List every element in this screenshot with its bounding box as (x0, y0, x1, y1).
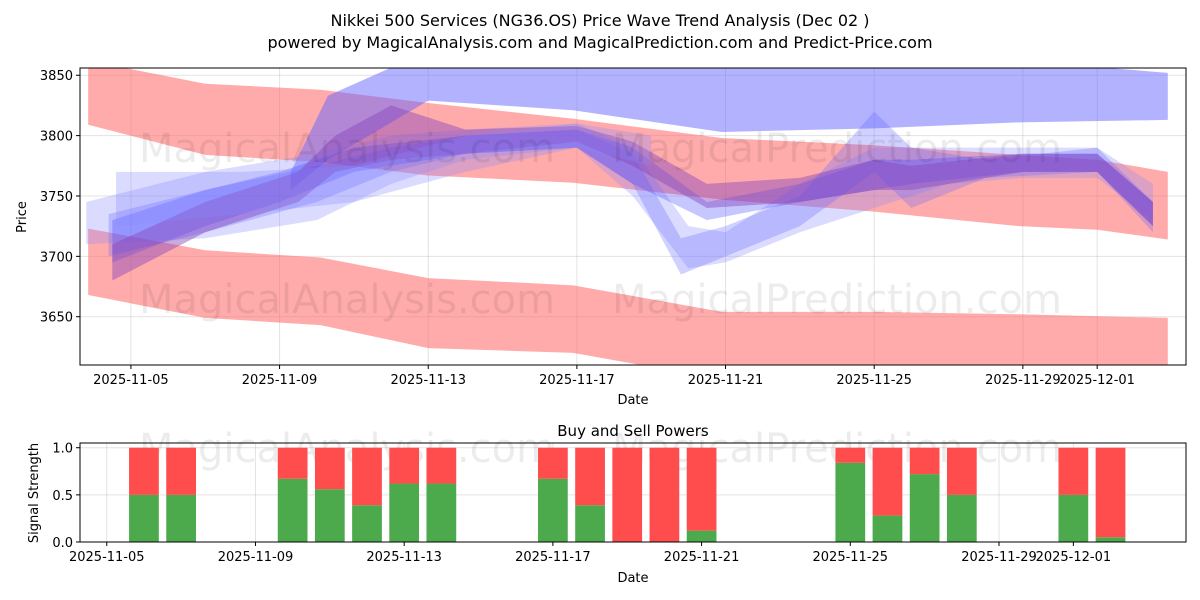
buy-bar (277, 478, 308, 542)
sell-bar (389, 447, 420, 484)
sell-bar (946, 447, 977, 495)
x-tick-label: 2025-11-09 (218, 550, 294, 565)
signal-title: Buy and Sell Powers (557, 422, 709, 440)
band-blue-upper (290, 68, 1168, 190)
signal-xlabel: Date (617, 571, 648, 586)
x-tick-label: 2025-12-01 (1059, 373, 1135, 388)
signal-chart: Buy and Sell Powers MagicalAnalysis.com … (27, 422, 1187, 586)
sell-bar (538, 447, 568, 479)
buy-bar (872, 515, 903, 542)
buy-bar (686, 530, 717, 542)
watermark: MagicalPrediction.com (612, 277, 1062, 323)
sell-bar (835, 447, 866, 463)
x-tick-label: 2025-11-29 (985, 373, 1061, 388)
sell-bar (649, 447, 680, 542)
watermark: MagicalAnalysis.com (139, 126, 555, 172)
sell-bar (612, 447, 643, 542)
sell-bar (166, 447, 196, 495)
x-tick-label: 2025-11-17 (539, 373, 615, 388)
sell-bar (1058, 447, 1089, 495)
watermark: MagicalAnalysis.com (139, 277, 555, 323)
x-tick-label: 2025-11-25 (813, 550, 889, 565)
sell-bar (352, 447, 382, 506)
x-tick-label: 2025-11-09 (242, 373, 318, 388)
sell-bar (686, 447, 717, 531)
buy-bar (909, 474, 940, 542)
sell-bar (1095, 447, 1126, 538)
x-tick-label: 2025-11-17 (515, 550, 591, 565)
y-tick-label: 3850 (40, 69, 73, 84)
y-tick-label: 1.0 (52, 442, 73, 457)
sell-bar (314, 447, 345, 490)
watermark: MagicalPrediction.com (612, 126, 1062, 172)
buy-bar (426, 483, 457, 542)
price-bands (86, 68, 1168, 365)
buy-bar (575, 505, 605, 542)
signal-ylabel: Signal Strength (27, 443, 42, 543)
band-purple-main (112, 105, 1153, 281)
buy-bar (389, 483, 420, 542)
y-tick-label: 0.0 (52, 536, 73, 551)
sell-bar (129, 447, 159, 495)
y-tick-label: 0.5 (52, 489, 73, 504)
x-tick-label: 2025-11-13 (390, 373, 466, 388)
band-blue-left-flat (116, 123, 652, 227)
x-tick-label: 2025-11-21 (664, 550, 740, 565)
buy-bar (835, 462, 866, 542)
signal-bars (129, 447, 1126, 542)
buy-bar (1058, 494, 1089, 542)
buy-bar (166, 494, 196, 542)
signal-axes-frame (79, 442, 1187, 543)
buy-bar (1095, 537, 1126, 542)
buy-bar (538, 478, 568, 542)
price-ylabel: Price (15, 201, 30, 233)
sell-bar (426, 447, 457, 484)
watermark: MagicalAnalysis.com (139, 426, 555, 472)
sell-bar (575, 447, 605, 506)
y-tick-label: 3800 (40, 130, 73, 145)
y-tick-label: 3750 (40, 190, 73, 205)
buy-bar (352, 505, 382, 542)
y-tick-label: 3650 (40, 311, 73, 326)
buy-bar (946, 494, 977, 542)
sell-bar (872, 447, 903, 516)
buy-bar (129, 494, 159, 542)
x-tick-label: 2025-11-05 (93, 373, 169, 388)
x-tick-label: 2025-11-25 (836, 373, 912, 388)
band-blue-wide (86, 123, 1153, 269)
x-tick-label: 2025-11-21 (688, 373, 764, 388)
x-tick-label: 2025-11-05 (69, 550, 145, 565)
price-chart: MagicalAnalysis.com MagicalPrediction.co… (15, 67, 1187, 408)
y-tick-label: 3700 (40, 250, 73, 265)
buy-bar (314, 489, 345, 542)
price-axes-frame (79, 67, 1187, 366)
price-xlabel: Date (617, 393, 648, 408)
chart-title: Nikkei 500 Services (NG36.OS) Price Wave… (330, 11, 869, 30)
x-tick-label: 2025-11-29 (961, 550, 1037, 565)
sell-bar (277, 447, 308, 479)
sell-bar (909, 447, 940, 475)
x-tick-label: 2025-12-01 (1036, 550, 1112, 565)
price-ticks: 3650 3700 3750 3800 3850 2025-11-05 2025-11-09… (40, 69, 1135, 388)
chart-subtitle: powered by MagicalAnalysis.com and Magic… (267, 33, 932, 52)
band-blue-inner (112, 129, 1153, 263)
band-red-lower (88, 228, 1168, 365)
band-blue-mid (108, 111, 1153, 275)
x-tick-label: 2025-11-13 (366, 550, 442, 565)
signal-ticks: 0.0 0.5 1.0 2025-11-05 2025-11-09 2025-11-13 2… (52, 442, 1111, 565)
